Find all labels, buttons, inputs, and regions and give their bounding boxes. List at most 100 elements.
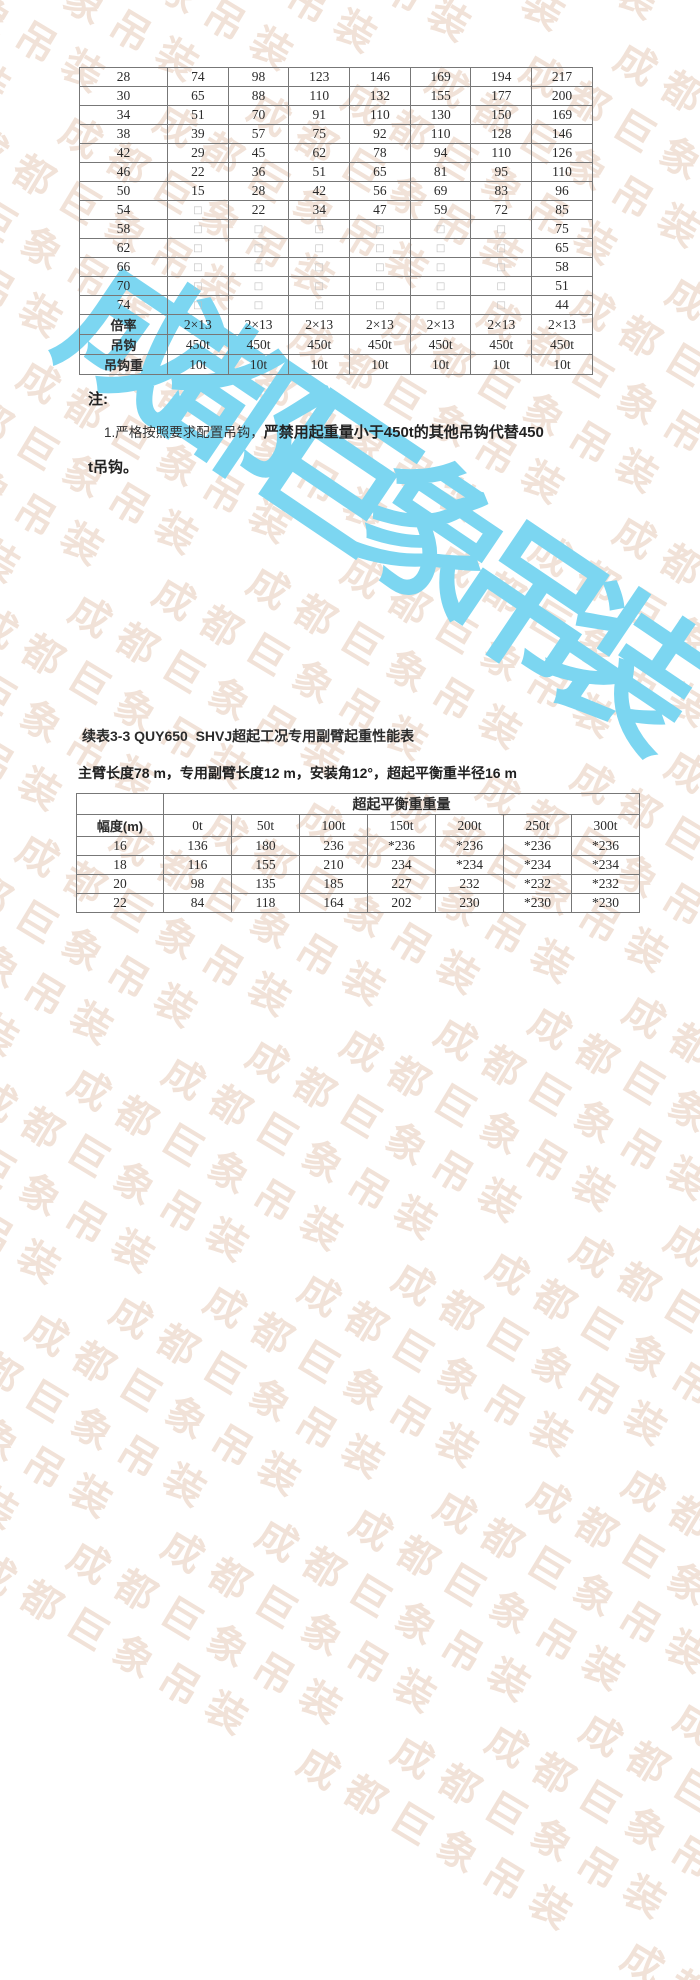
capacity-cell: □ — [288, 257, 351, 277]
capacity-cell: 42 — [288, 181, 351, 201]
capacity-cell: □ — [409, 295, 472, 315]
superlift-counterweight-table: 超起平衡重重量 幅度(m) 0t 50t 100t 150t 200t 250t 300t … — [76, 793, 641, 913]
capacity-cell: 58 — [531, 257, 593, 277]
radius-cell: 50 — [79, 181, 168, 201]
capacity-cell: 130 — [409, 105, 472, 125]
spec-value-cell: 450t — [470, 334, 533, 355]
superlift-capacity-cell: *230 — [503, 893, 572, 913]
radius-cell: 38 — [79, 124, 168, 144]
superlift-capacity-cell: *232 — [503, 874, 572, 894]
capacity-cell: 75 — [531, 219, 593, 239]
capacity-row: 58 □ □ □ □ □ □ 75 — [79, 219, 593, 239]
spec-row: 吊钩重 10t 10t 10t 10t 10t 10t 10t — [79, 354, 593, 375]
capacity-cell: 94 — [409, 143, 472, 163]
superlift-capacity-cell: *236 — [367, 836, 436, 856]
spec-value-cell: 10t — [227, 354, 290, 375]
capacity-cell: 47 — [349, 200, 411, 220]
table2-header-row: 超起平衡重重量 — [76, 793, 641, 815]
superlift-row: 18 116 155 210 234 *234 *234 *234 — [76, 855, 641, 875]
table2-body: 16 136 180 236 *236 *236 *236 *236 18 116 155 210 23… — [76, 836, 641, 913]
capacity-cell: 91 — [288, 105, 351, 125]
capacity-cell: □ — [409, 219, 472, 239]
spec-value-cell: 450t — [349, 334, 411, 355]
table2-radius-header: 幅度(m) — [76, 814, 164, 837]
spec-value-cell: 450t — [167, 334, 229, 355]
capacity-cell: 22 — [167, 162, 229, 182]
superlift-capacity-cell: 230 — [435, 893, 504, 913]
note-item-1-continuation: t吊钩。 — [88, 459, 138, 476]
capacity-cell: □ — [349, 257, 411, 277]
superlift-capacity-cell: 116 — [163, 855, 232, 875]
capacity-cell: 150 — [470, 105, 533, 125]
spec-value-cell: 450t — [531, 334, 593, 355]
spec-value-cell: 450t — [409, 334, 472, 355]
capacity-cell: 85 — [531, 200, 593, 220]
capacity-cell: □ — [470, 295, 533, 315]
superlift-capacity-cell: 136 — [163, 836, 232, 856]
superlift-capacity-cell: *230 — [570, 893, 641, 913]
capacity-cell: 72 — [470, 200, 533, 220]
capacity-cell: □ — [288, 238, 351, 258]
capacity-cell: 36 — [227, 162, 290, 182]
capacity-row: 28 74 98 123 146 169 194 217 — [79, 67, 593, 87]
counterweight-col-header: 250t — [503, 814, 572, 837]
capacity-cell: 146 — [531, 124, 593, 144]
counterweight-col-header: 0t — [163, 814, 232, 837]
capacity-cell: 177 — [470, 86, 533, 106]
capacity-cell: 51 — [167, 105, 229, 125]
superlift-capacity-cell: 135 — [231, 874, 300, 894]
superlift-capacity-cell: 180 — [231, 836, 300, 856]
capacity-cell: 95 — [470, 162, 533, 182]
capacity-table-body: 28 74 98 123 146 169 194 217 30 65 88 110 132 155 177 2… — [79, 67, 593, 375]
table2-subtitle: 主臂长度78 m，专用副臂长度12 m，安装角12°，超起平衡重半径16 m — [78, 765, 517, 781]
note-heading: 注: — [88, 391, 108, 408]
radius-cell: 74 — [79, 295, 168, 315]
spec-value-cell: 2×13 — [167, 314, 229, 335]
capacity-cell: □ — [167, 257, 229, 277]
capacity-cell: 51 — [531, 276, 593, 296]
capacity-cell: 81 — [409, 162, 472, 182]
capacity-cell: □ — [470, 219, 533, 239]
capacity-row: 74 □ □ □ □ □ □ 44 — [79, 295, 593, 315]
capacity-cell: 169 — [531, 105, 593, 125]
superlift-capacity-cell: *234 — [570, 855, 641, 875]
spec-value-cell: 10t — [470, 354, 533, 375]
capacity-cell: □ — [167, 276, 229, 296]
capacity-cell: 39 — [167, 124, 229, 144]
note-item-1: 1.严格按照要求配置吊钩，严禁用起重量小于450t的其他吊钩代替450 — [104, 421, 544, 442]
capacity-cell: 132 — [349, 86, 411, 106]
superlift-capacity-cell: 210 — [299, 855, 368, 875]
superlift-capacity-cell: 98 — [163, 874, 232, 894]
counterweight-col-header: 150t — [367, 814, 436, 837]
capacity-cell: 88 — [227, 86, 290, 106]
capacity-cell: □ — [349, 219, 411, 239]
spec-value-cell: 450t — [288, 334, 351, 355]
capacity-cell: 128 — [470, 124, 533, 144]
superlift-row: 16 136 180 236 *236 *236 *236 *236 — [76, 836, 641, 856]
radius-cell: 28 — [79, 67, 168, 87]
capacity-cell: 70 — [227, 105, 290, 125]
capacity-cell: □ — [470, 238, 533, 258]
radius-cell: 34 — [79, 105, 168, 125]
radius-cell: 42 — [79, 143, 168, 163]
capacity-cell: 123 — [288, 67, 351, 87]
counterweight-col-header: 50t — [231, 814, 300, 837]
capacity-cell: □ — [227, 257, 290, 277]
main-boom-capacity-table: 28 74 98 123 146 169 194 217 30 65 88 110 132 155 177 2… — [79, 67, 593, 375]
table2-subheader-row: 幅度(m) 0t 50t 100t 150t 200t 250t 300t — [76, 814, 641, 837]
capacity-cell: 22 — [227, 200, 290, 220]
capacity-cell: 169 — [409, 67, 472, 87]
spec-value-cell: 2×13 — [227, 314, 290, 335]
capacity-cell: □ — [470, 257, 533, 277]
capacity-row: 46 22 36 51 65 81 95 110 — [79, 162, 593, 182]
spec-value-cell: 10t — [531, 354, 593, 375]
radius-cell: 62 — [79, 238, 168, 258]
capacity-cell: 92 — [349, 124, 411, 144]
superlift-capacity-cell: 236 — [299, 836, 368, 856]
capacity-cell: 75 — [288, 124, 351, 144]
capacity-cell: 83 — [470, 181, 533, 201]
capacity-cell: 65 — [531, 238, 593, 258]
capacity-cell: 110 — [349, 105, 411, 125]
spec-value-cell: 2×13 — [349, 314, 411, 335]
radius-cell: 54 — [79, 200, 168, 220]
